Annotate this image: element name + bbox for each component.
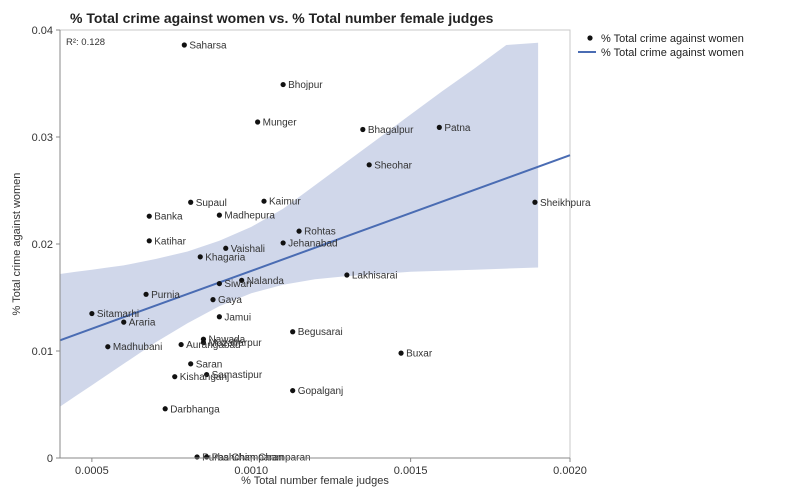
data-point[interactable] xyxy=(188,361,194,367)
x-tick-label: 0.0005 xyxy=(75,465,109,477)
data-point-label: Araria xyxy=(129,318,156,329)
data-point-label: Gopalganj xyxy=(298,386,344,397)
data-point[interactable] xyxy=(210,297,216,303)
data-point-label: Kishanganj xyxy=(180,372,229,383)
data-point[interactable] xyxy=(194,454,200,460)
data-point[interactable] xyxy=(204,454,210,460)
data-point-label: Siwan xyxy=(224,279,251,290)
legend-item-points: % Total crime against women xyxy=(601,33,744,45)
data-point[interactable] xyxy=(280,240,286,246)
data-point-label: Gaya xyxy=(218,295,242,306)
data-point[interactable] xyxy=(146,238,152,244)
chart-title: % Total crime against women vs. % Total … xyxy=(70,10,494,26)
data-point-label: Patna xyxy=(444,123,471,134)
legend-point-marker xyxy=(587,35,593,41)
y-tick-label: 0.03 xyxy=(32,132,53,144)
data-point[interactable] xyxy=(290,329,296,335)
data-point[interactable] xyxy=(200,339,207,346)
data-point[interactable] xyxy=(280,81,286,88)
y-axis-label: % Total crime against women xyxy=(11,173,23,316)
data-point-label: Banka xyxy=(154,212,183,223)
data-point-label: Purnia xyxy=(151,290,180,301)
data-point[interactable] xyxy=(216,212,222,218)
data-point[interactable] xyxy=(261,198,267,204)
data-point[interactable] xyxy=(197,254,203,260)
data-point-label: Sheikhpura xyxy=(540,198,591,209)
confidence-band xyxy=(60,42,539,407)
y-tick-label: 0.04 xyxy=(32,25,53,37)
data-point-label: Madhubani xyxy=(113,342,162,353)
data-point-label: Buxar xyxy=(406,349,433,360)
data-point-label: Rohtas xyxy=(304,227,336,238)
data-point[interactable] xyxy=(121,319,127,325)
data-point-label: Katihar xyxy=(154,236,186,247)
data-point-label: Jehanabad xyxy=(288,238,338,249)
y-tick-label: 0.02 xyxy=(32,239,53,251)
data-point[interactable] xyxy=(296,228,302,234)
data-point[interactable] xyxy=(188,199,194,205)
data-point[interactable] xyxy=(360,126,366,133)
data-point-label: Samastipur xyxy=(212,370,263,381)
data-point-label: Madhepura xyxy=(224,211,275,222)
data-point-label: Sheohar xyxy=(374,160,412,171)
fit-line xyxy=(59,154,571,342)
data-point[interactable] xyxy=(532,199,538,205)
data-point[interactable] xyxy=(143,291,149,297)
data-point-label: Jamui xyxy=(224,312,251,323)
data-point-label: Lakhisarai xyxy=(352,271,398,282)
data-point-label: Aurangabad xyxy=(186,340,241,351)
data-point-label: Nawada xyxy=(208,335,245,346)
x-tick-label: 0.0015 xyxy=(394,465,428,477)
data-point-label: Nalanda xyxy=(247,276,285,287)
legend: % Total crime against women % Total crim… xyxy=(578,33,744,59)
points-layer: Saharsa Bhojpur Munger Bhagalpur Patna Sheoha… xyxy=(89,40,591,463)
data-point-label: Khagaria xyxy=(205,252,245,263)
x-axis-label: % Total number female judges xyxy=(241,475,389,487)
x-tick-label: 0.0010 xyxy=(234,465,268,477)
data-point-label: Muzaffarpur xyxy=(208,338,262,349)
data-point[interactable] xyxy=(105,344,111,350)
data-point-label: Sitamarhi xyxy=(97,309,139,320)
data-point-label: Bhojpur xyxy=(288,80,323,91)
data-point[interactable] xyxy=(239,277,245,283)
data-point[interactable] xyxy=(223,245,229,251)
data-point-label: Saran xyxy=(196,359,223,370)
data-point[interactable] xyxy=(204,371,210,378)
data-point[interactable] xyxy=(89,310,95,317)
data-point[interactable] xyxy=(181,42,187,48)
data-point[interactable] xyxy=(436,124,442,130)
data-point[interactable] xyxy=(146,213,152,219)
y-tick-label: 0 xyxy=(47,453,53,465)
x-tick-label: 0.0020 xyxy=(553,465,587,477)
data-point-label: Supaul xyxy=(196,198,227,209)
data-point-label: Bhagalpur xyxy=(368,125,414,136)
y-tick-label: 0.01 xyxy=(32,346,53,358)
data-point-label: Vaishali xyxy=(231,244,265,255)
data-point[interactable] xyxy=(255,119,261,125)
data-point[interactable] xyxy=(178,341,184,348)
data-point[interactable] xyxy=(162,406,168,412)
x-axis: 0.0005 0.0010 0.0015 0.0020 xyxy=(60,457,587,477)
data-point[interactable] xyxy=(290,387,296,394)
data-point-label: Saharsa xyxy=(189,40,227,51)
y-axis: 0 0.01 0.02 0.03 0.04 xyxy=(32,25,61,465)
data-point-label: Kaimur xyxy=(269,197,301,208)
legend-item-fit: % Total crime against women xyxy=(601,47,744,59)
data-point-label: Darbhanga xyxy=(170,404,220,415)
data-point[interactable] xyxy=(216,314,222,320)
r-squared-label: R²: 0.128 xyxy=(66,37,105,48)
data-point[interactable] xyxy=(216,280,222,287)
data-point[interactable] xyxy=(366,162,372,168)
data-point-label: Munger xyxy=(263,118,298,129)
data-point[interactable] xyxy=(172,374,178,380)
data-point-label: Begusarai xyxy=(298,327,343,338)
plot-area: Saharsa Bhojpur Munger Bhagalpur Patna Sheoha… xyxy=(59,29,591,463)
data-point[interactable] xyxy=(398,350,404,356)
data-point[interactable] xyxy=(344,272,350,278)
